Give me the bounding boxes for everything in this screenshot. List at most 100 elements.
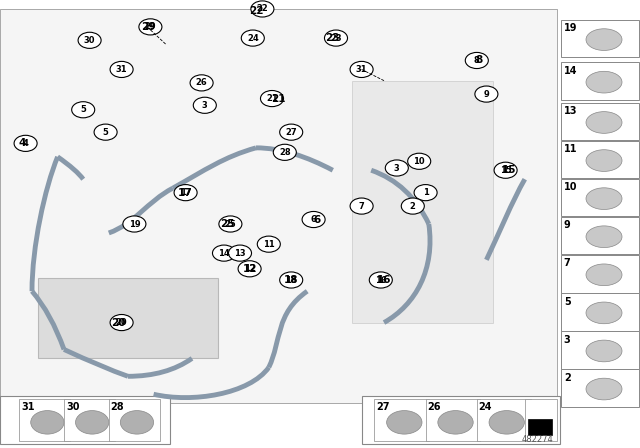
Text: 18: 18 (285, 276, 297, 284)
Ellipse shape (120, 410, 154, 434)
Text: 1: 1 (422, 188, 429, 197)
Circle shape (139, 19, 162, 35)
Text: 19: 19 (564, 23, 577, 33)
Text: 482274: 482274 (522, 435, 554, 444)
Text: 26: 26 (196, 78, 207, 87)
Circle shape (273, 144, 296, 160)
FancyBboxPatch shape (38, 278, 218, 358)
Ellipse shape (586, 29, 622, 51)
Text: 25: 25 (225, 220, 236, 228)
Text: 21: 21 (271, 94, 285, 103)
FancyBboxPatch shape (19, 399, 70, 441)
Text: 18: 18 (284, 275, 298, 285)
Text: 30: 30 (84, 36, 95, 45)
Ellipse shape (489, 410, 524, 434)
Circle shape (110, 61, 133, 78)
Circle shape (401, 198, 424, 214)
FancyBboxPatch shape (561, 179, 639, 216)
Text: 30: 30 (66, 402, 79, 412)
Text: 26: 26 (428, 402, 441, 412)
Ellipse shape (31, 410, 64, 434)
Text: 9: 9 (484, 90, 489, 99)
FancyBboxPatch shape (477, 399, 531, 441)
Text: 12: 12 (244, 264, 255, 273)
FancyBboxPatch shape (561, 62, 639, 100)
Circle shape (174, 185, 197, 201)
Text: 14: 14 (564, 66, 577, 76)
Text: 29: 29 (145, 22, 156, 31)
Circle shape (280, 272, 303, 288)
Circle shape (475, 86, 498, 102)
Text: 6: 6 (310, 215, 317, 224)
Text: 31: 31 (356, 65, 367, 74)
Circle shape (14, 135, 37, 151)
Text: 9: 9 (564, 220, 571, 230)
Circle shape (190, 75, 213, 91)
FancyBboxPatch shape (64, 399, 115, 441)
Circle shape (123, 216, 146, 232)
Text: 4: 4 (22, 139, 29, 148)
Circle shape (465, 52, 488, 69)
Text: 22: 22 (257, 4, 268, 13)
Text: 28: 28 (111, 402, 124, 412)
Ellipse shape (586, 112, 622, 134)
FancyBboxPatch shape (561, 293, 639, 331)
Text: 16: 16 (377, 275, 391, 285)
Text: 17: 17 (180, 188, 191, 197)
Text: 15: 15 (502, 165, 516, 175)
Text: 20: 20 (116, 318, 127, 327)
Circle shape (350, 61, 373, 78)
Text: 6: 6 (313, 215, 321, 224)
Text: 4: 4 (19, 138, 26, 148)
Text: 11: 11 (263, 240, 275, 249)
Text: 3: 3 (564, 335, 571, 345)
FancyBboxPatch shape (426, 399, 480, 441)
FancyBboxPatch shape (374, 399, 429, 441)
Ellipse shape (586, 226, 622, 248)
Circle shape (212, 245, 236, 261)
FancyBboxPatch shape (561, 217, 639, 254)
Text: 14: 14 (218, 249, 230, 258)
Text: 24: 24 (247, 34, 259, 43)
Circle shape (260, 90, 284, 107)
Text: 20: 20 (111, 318, 125, 327)
Ellipse shape (586, 302, 622, 324)
Circle shape (72, 102, 95, 118)
Text: 10: 10 (413, 157, 425, 166)
Circle shape (94, 124, 117, 140)
FancyBboxPatch shape (0, 9, 557, 403)
Text: 2: 2 (410, 202, 416, 211)
Text: 25: 25 (220, 219, 234, 229)
Text: 11: 11 (564, 144, 577, 154)
Circle shape (228, 245, 252, 261)
Text: 22: 22 (249, 6, 263, 16)
Ellipse shape (586, 188, 622, 210)
Text: 23: 23 (330, 34, 342, 43)
Ellipse shape (586, 340, 622, 362)
Text: 31: 31 (116, 65, 127, 74)
Ellipse shape (586, 150, 622, 172)
Text: 15: 15 (500, 166, 511, 175)
Text: 7: 7 (564, 258, 571, 268)
Ellipse shape (438, 410, 473, 434)
Text: 16: 16 (375, 276, 387, 284)
Text: 31: 31 (21, 402, 35, 412)
Circle shape (193, 97, 216, 113)
FancyBboxPatch shape (561, 103, 639, 140)
Circle shape (241, 30, 264, 46)
Text: 21: 21 (266, 94, 278, 103)
Circle shape (219, 216, 242, 232)
FancyBboxPatch shape (561, 369, 639, 407)
Text: 8: 8 (475, 56, 483, 65)
Circle shape (110, 314, 133, 331)
Text: 13: 13 (564, 106, 577, 116)
Ellipse shape (586, 378, 622, 400)
Text: 5: 5 (564, 297, 571, 306)
Text: 5: 5 (102, 128, 109, 137)
Circle shape (494, 162, 517, 178)
Circle shape (251, 1, 274, 17)
FancyBboxPatch shape (528, 419, 552, 435)
FancyBboxPatch shape (109, 399, 160, 441)
Text: 10: 10 (564, 182, 577, 192)
FancyBboxPatch shape (362, 396, 560, 444)
